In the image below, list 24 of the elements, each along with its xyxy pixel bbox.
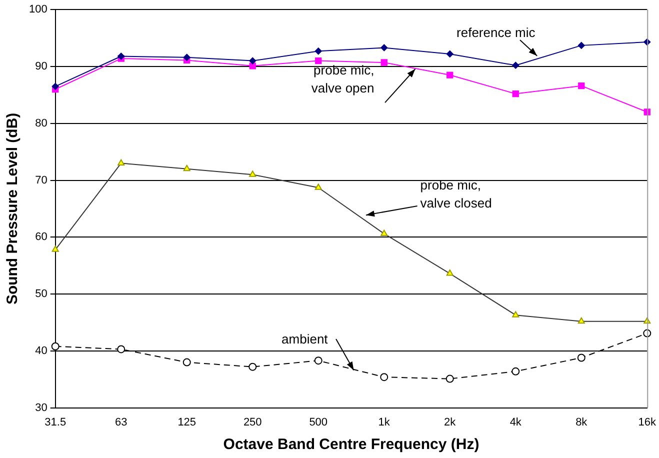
series-label: reference mic <box>456 25 536 40</box>
x-tick-label: 63 <box>114 416 128 428</box>
x-tick-label: 500 <box>309 416 328 428</box>
y-axis-title: Sound Pressure Level (dB) <box>4 112 22 305</box>
y-tick-label: 70 <box>35 174 48 186</box>
y-tick-label: 60 <box>35 231 48 244</box>
x-axis-title: Octave Band Centre Frequency (Hz) <box>223 436 480 454</box>
x-tick-label: 31.5 <box>44 416 66 428</box>
x-tick-label: 16k <box>638 416 656 428</box>
y-tick-label: 40 <box>35 344 48 357</box>
x-tick-label: 1k <box>378 416 390 428</box>
y-tick-label: 100 <box>28 4 48 16</box>
x-tick-label: 125 <box>178 416 196 428</box>
y-tick-label: 50 <box>35 288 48 300</box>
x-tick-label: 4k <box>510 416 522 428</box>
text: probe mic, valve closed <box>420 178 492 211</box>
y-tick-label: 80 <box>35 117 48 130</box>
series-label: probe mic, valve open <box>311 62 374 96</box>
y-tick-label: 90 <box>35 60 48 73</box>
x-tick-label: 2k <box>444 416 456 428</box>
series-label: ambient <box>282 332 328 347</box>
x-tick-label: 250 <box>243 416 262 428</box>
x-tick-label: 8k <box>576 416 588 428</box>
y-tick-label: 30 <box>35 402 48 414</box>
